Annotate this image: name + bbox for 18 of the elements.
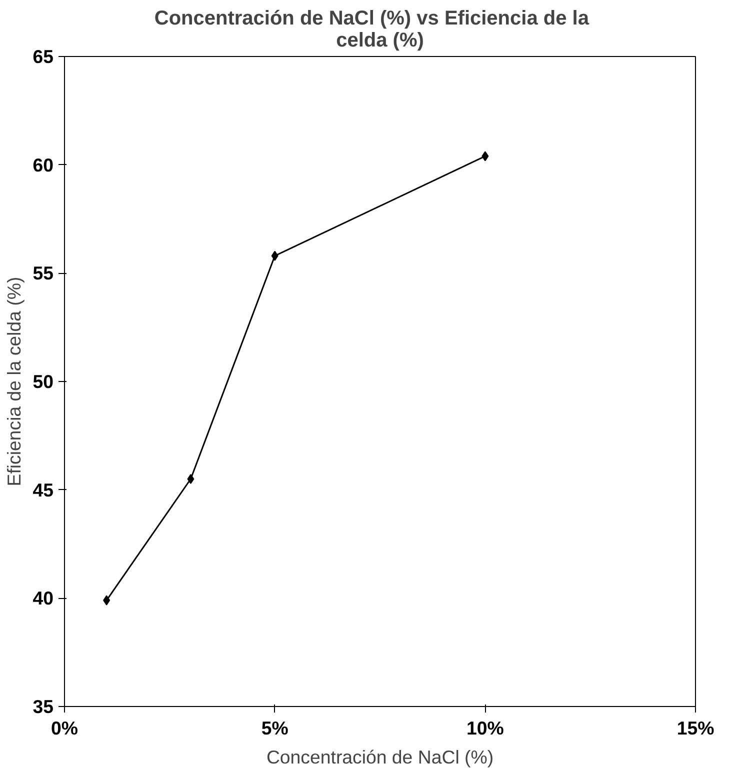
- x-tick-label: 10%: [466, 718, 504, 738]
- x-axis-title: Concentración de NaCl (%): [266, 746, 494, 768]
- chart-title: Concentración de NaCl (%) vs Eficiencia de la celda (%): [154, 8, 590, 52]
- point: [187, 474, 194, 484]
- y-tick-label: 65: [32, 46, 54, 67]
- point: [482, 151, 489, 162]
- y-tick-label: 50: [32, 371, 54, 392]
- y-tick-label: 55: [32, 262, 54, 284]
- y-axis-title: Eficiencia de la celda (%): [4, 276, 25, 486]
- point: [271, 250, 278, 261]
- y-tick-label: 45: [32, 479, 54, 500]
- y-tick-label: 35: [32, 696, 54, 717]
- x-tick-label: 15%: [676, 718, 715, 738]
- y-tick-label: 40: [32, 588, 54, 609]
- y-tick-label: 60: [32, 154, 54, 176]
- point: [103, 595, 110, 606]
- x-tick-label: 5%: [261, 718, 289, 738]
- x-tick-label: 0%: [51, 718, 78, 738]
